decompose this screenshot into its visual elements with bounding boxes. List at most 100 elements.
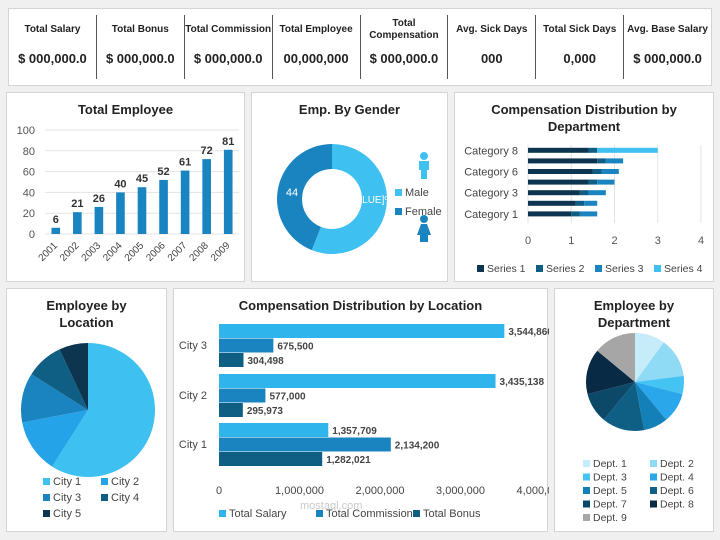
data-label: 577,000 [269, 392, 306, 403]
pie-slice [635, 342, 684, 382]
legend-swatch [583, 514, 590, 521]
kpi-card: Total Compensation $ 000,000.0 [359, 15, 448, 79]
legend-swatch [650, 487, 657, 494]
data-label: 1,357,709 [332, 426, 377, 437]
kpi-value: 000 [480, 51, 503, 66]
pie-slice [587, 382, 635, 420]
legend-label: Dept. 9 [593, 512, 627, 524]
bar [116, 192, 125, 234]
y-tick-label: City 1 [179, 439, 207, 451]
legend-swatch [595, 265, 602, 272]
kpi-label: Avg. Sick Days [456, 24, 528, 35]
pie-slice [635, 382, 667, 431]
x-tick-label: 2004 [101, 240, 125, 264]
comp-dept-chart: 0 1 2 3 4 Category 1 Category 3 Category 6 Categ… [464, 145, 704, 275]
data-label: 81 [222, 136, 234, 148]
bar [219, 353, 244, 367]
male-icon [419, 152, 429, 179]
legend-swatch [650, 500, 657, 508]
y-tick-label: 0 [29, 229, 35, 241]
legend-label: Series 4 [664, 263, 703, 275]
bar-segment [528, 211, 572, 217]
legend-label: City 5 [53, 508, 81, 520]
bar-segment [528, 147, 589, 153]
pie-slice [586, 350, 635, 395]
total-employee-chart: 0 20 40 60 80 100 6 2001 21 2002 26 2003 40 2004 45 200… [17, 125, 239, 264]
location-pie-chart: City 1 City 2 City 3 City 4 City 5 [21, 343, 156, 520]
legend-label: Dept. 3 [593, 472, 627, 484]
legend-label: Dept. 4 [660, 472, 694, 484]
kpi-label: Total Sick Days [543, 24, 617, 35]
legend-swatch [413, 510, 420, 517]
data-label: 6 [53, 214, 59, 226]
bar [219, 374, 496, 388]
data-label: 2,134,200 [395, 441, 440, 452]
legend-label: Male [405, 187, 429, 199]
data-label: 26 [93, 193, 105, 205]
x-tick-label: 2007 [166, 240, 190, 264]
bar [219, 423, 329, 437]
pie-slice [21, 374, 88, 423]
legend-label: Total Bonus [423, 508, 481, 520]
legend-swatch [219, 510, 226, 517]
bar-segment [588, 147, 598, 153]
bar [219, 338, 274, 353]
bar [219, 452, 323, 466]
data-label: 44 [286, 187, 298, 199]
y-tick-label: 40 [23, 187, 35, 199]
data-label: 21 [71, 198, 83, 210]
legend-label: City 4 [111, 492, 139, 504]
x-tick-label: 2005 [123, 240, 147, 264]
data-label: 304,498 [248, 356, 285, 367]
kpi-card: Total Sick Days 0,000 [535, 15, 623, 79]
bar-segment [528, 158, 598, 164]
legend-swatch [395, 189, 402, 196]
y-tick-label: Category 8 [464, 145, 518, 157]
legend-swatch [101, 478, 108, 485]
comp-location-chart: 0 1,000,000 2,000,000 3,000,000 4,000,000 1,3… [179, 324, 549, 520]
legend-label: Total Commission [326, 508, 413, 520]
x-tick-label: 2001 [37, 240, 61, 264]
bar-segment [601, 169, 619, 174]
kpi-card: Total Commission $ 000,000.0 [183, 15, 272, 79]
bar-segment [588, 190, 606, 196]
pie-slice [276, 144, 332, 251]
bar-segment [528, 190, 580, 196]
y-tick-label: 20 [23, 208, 35, 220]
kpi-card: Avg. Base Salary $ 000,000.0 [623, 15, 711, 79]
bar-segment [592, 169, 602, 174]
x-tick-label: 2003 [80, 240, 104, 264]
y-tick-label: City 2 [179, 390, 207, 402]
y-tick-label: Category 6 [464, 167, 518, 179]
bar-segment [597, 147, 658, 153]
legend-label: Female [405, 206, 442, 218]
bar [94, 206, 104, 234]
kpi-bar: Total Salary $ 000,000.0 Total Bonus $ 000,… [8, 8, 712, 86]
bar-segment [575, 200, 585, 206]
bar-segment [571, 211, 580, 217]
legend-swatch [43, 478, 50, 485]
total-employee-panel: Total Employee 0 20 40 60 80 100 6 2001 21 2002 26… [6, 92, 245, 282]
x-tick-label: 2006 [144, 240, 168, 264]
bar-segment [597, 158, 606, 164]
kpi-label: Total Employee [279, 24, 353, 35]
legend-swatch [536, 265, 543, 272]
kpi-value: $ 000,000.0 [369, 51, 439, 66]
pie-slice [635, 382, 683, 420]
panel-title: Employee by Department [593, 298, 675, 330]
kpi-card: Total Bonus $ 000,000.0 [95, 15, 184, 79]
legend-label: Dept. 8 [660, 499, 694, 511]
legend-swatch [583, 487, 590, 494]
y-tick-label: 80 [23, 146, 35, 158]
legend-swatch [654, 265, 661, 272]
bar [223, 149, 233, 234]
pie-slice [59, 343, 88, 410]
panel-title: Employee by Location [46, 298, 127, 330]
kpi-label: Total Salary [24, 24, 81, 35]
legend-label: Series 2 [546, 263, 585, 275]
x-tick-label: 4 [698, 235, 704, 247]
bar-segment [597, 179, 615, 185]
legend-label: Series 1 [487, 263, 526, 275]
x-tick-label: 1,000,000 [275, 485, 324, 497]
bar [202, 159, 211, 234]
